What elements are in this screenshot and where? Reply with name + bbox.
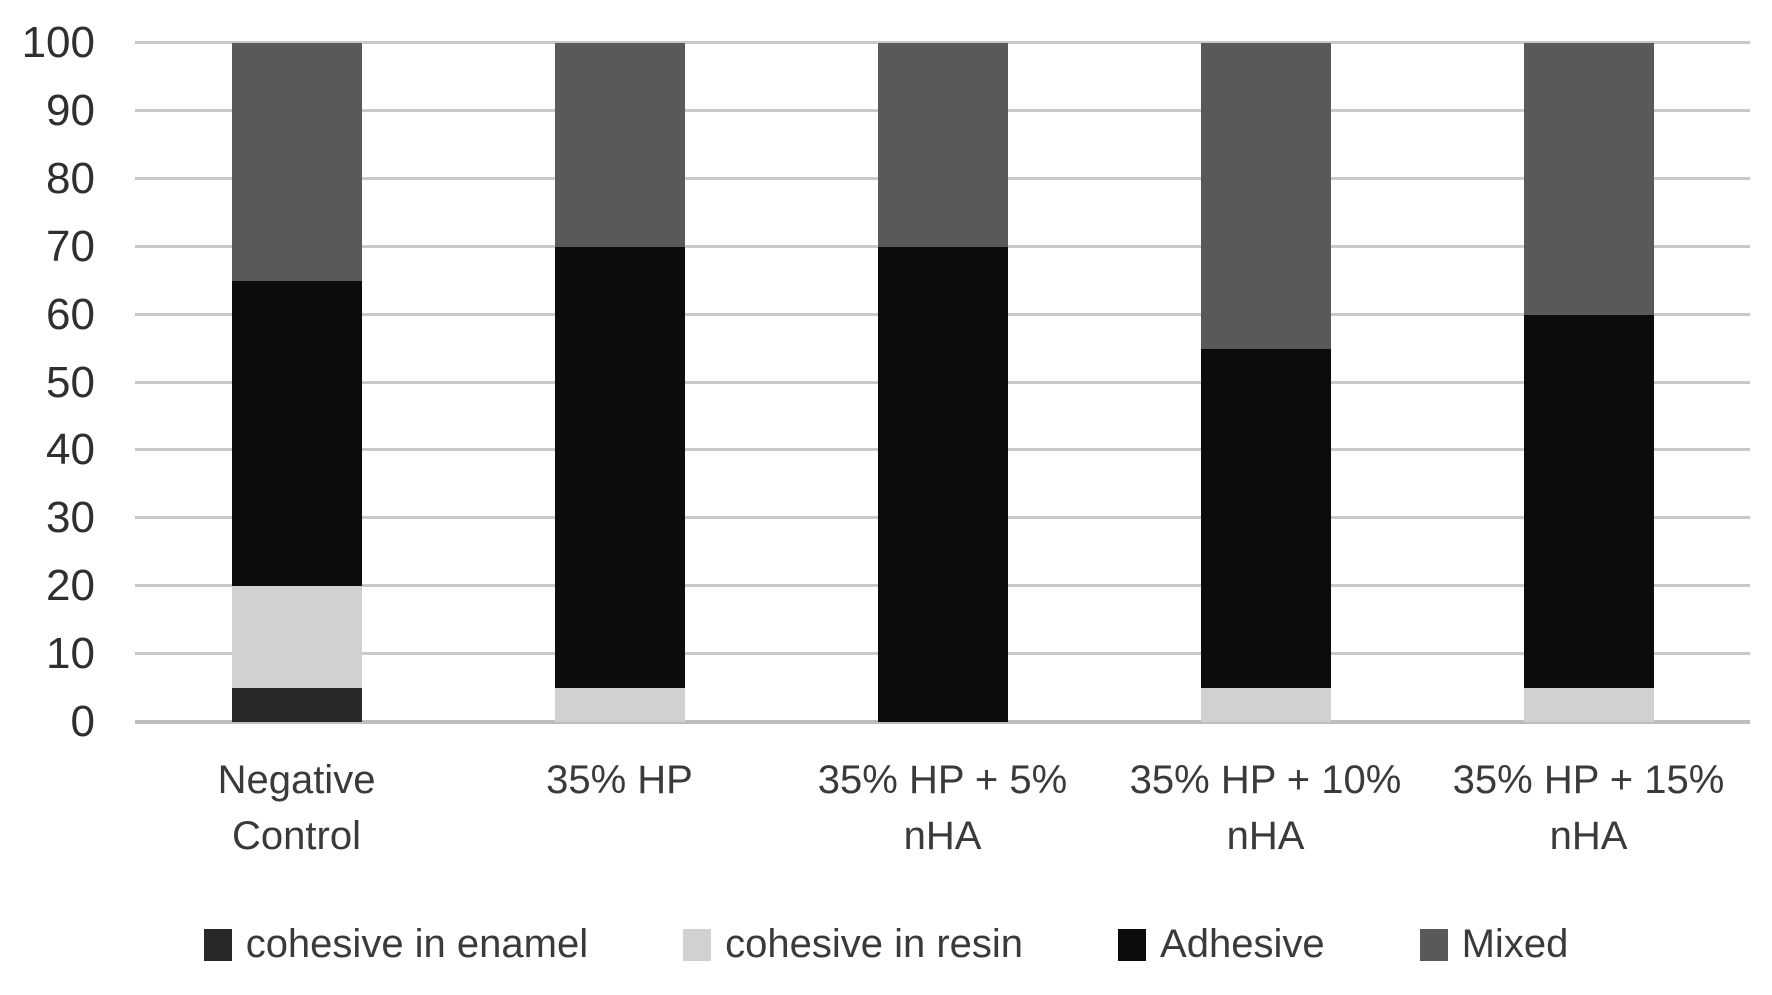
segment-adhesive-35-hp-15-nha: [1523, 314, 1654, 689]
plot-area: [135, 41, 1750, 724]
legend-item-adhesive: Adhesive: [1118, 922, 1325, 967]
y-tick-label-80: 80: [46, 153, 95, 203]
segment-mixed-35-hp-15-nha: [1523, 43, 1654, 315]
segment-adhesive-35-hp-5-nha: [877, 246, 1008, 722]
bar-35-hp-15-nha: [1523, 43, 1654, 722]
segment-cohesive-in-resin-35-hp-10-nha: [1200, 688, 1331, 722]
segment-cohesive-in-enamel-negative-control: [231, 688, 362, 722]
y-tick-label-50: 50: [46, 357, 95, 407]
bar-negative-control: [231, 43, 362, 722]
legend-item-cohesive-in-enamel: cohesive in enamel: [203, 922, 589, 967]
legend-swatch-cohesive-in-resin: [683, 928, 712, 961]
legend-label-adhesive: Adhesive: [1160, 922, 1325, 966]
bar-35-hp: [554, 43, 685, 722]
y-axis: 0 10 20 30 40 50 60 70 80 90 100: [0, 21, 95, 744]
legend-label-mixed: Mixed: [1461, 922, 1569, 966]
y-tick-label-0: 0: [70, 697, 95, 746]
bar-35-hp-10-nha: [1200, 43, 1331, 722]
chart-legend: cohesive in enamel cohesive in resin Adhes…: [0, 922, 1772, 967]
gridline-100: [135, 41, 1750, 44]
x-label-35-hp-5-nha: 35% HP + 5% nHA: [817, 758, 1068, 858]
legend-swatch-cohesive-in-enamel: [203, 928, 232, 961]
segment-mixed-35-hp-10-nha: [1200, 43, 1331, 349]
segment-cohesive-in-resin-35-hp: [554, 688, 685, 722]
y-tick-label-30: 30: [46, 493, 95, 543]
y-tick-label-70: 70: [46, 221, 95, 271]
segment-adhesive-negative-control: [231, 280, 362, 587]
y-tick-label-20: 20: [46, 561, 95, 611]
bar-35-hp-5-nha: [877, 43, 1008, 722]
segment-adhesive-35-hp-10-nha: [1200, 348, 1331, 689]
segment-cohesive-in-resin-negative-control: [231, 586, 362, 689]
y-tick-label-10: 10: [46, 629, 95, 679]
segment-cohesive-in-resin-35-hp-15-nha: [1523, 688, 1654, 722]
gridline-0: [135, 720, 1750, 724]
legend-swatch-mixed: [1419, 928, 1448, 961]
segment-mixed-negative-control: [231, 43, 362, 281]
x-label-negative-control: Negative Control: [217, 758, 376, 858]
x-axis: Negative Control 35% HP 35% HP + 5% nHA 35%…: [135, 752, 1750, 882]
legend-swatch-adhesive: [1118, 928, 1147, 961]
x-label-35-hp-15-nha: 35% HP + 15% nHA: [1452, 758, 1725, 858]
segment-mixed-35-hp-5-nha: [877, 43, 1008, 247]
y-tick-label-100: 100: [21, 18, 95, 67]
legend-item-mixed: Mixed: [1419, 922, 1569, 967]
y-tick-label-40: 40: [46, 425, 95, 475]
y-tick-label-60: 60: [46, 289, 95, 339]
x-label-35-hp-10-nha: 35% HP + 10% nHA: [1129, 758, 1402, 858]
y-tick-label-90: 90: [46, 85, 95, 135]
legend-label-cohesive-in-enamel: cohesive in enamel: [245, 922, 589, 966]
x-label-35-hp: 35% HP: [546, 758, 693, 802]
segment-mixed-35-hp: [554, 43, 685, 247]
legend-item-cohesive-in-resin: cohesive in resin: [683, 922, 1023, 967]
legend-label-cohesive-in-resin: cohesive in resin: [725, 922, 1024, 966]
segment-adhesive-35-hp: [554, 246, 685, 689]
